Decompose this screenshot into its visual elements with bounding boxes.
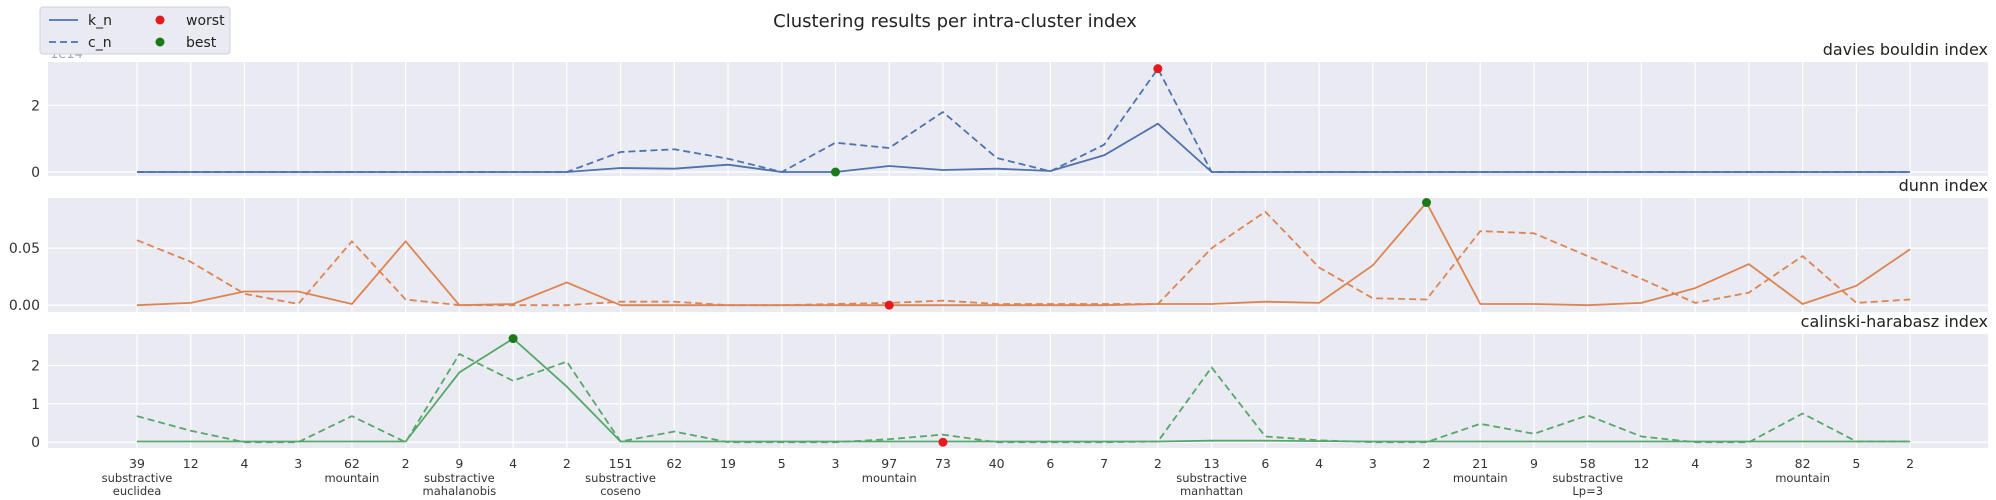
x-tick-label: 7 (1100, 456, 1108, 471)
x-tick-label: 9 (455, 456, 463, 471)
legend-label: k_n (88, 13, 112, 29)
x-tick-label: 62 (666, 456, 682, 471)
x-tick-label: 3 (294, 456, 302, 471)
legend-box (39, 6, 231, 55)
x-tick-label: 12 (183, 456, 199, 471)
y-tick-label: 0 (31, 165, 40, 181)
legend-label: worst (186, 13, 225, 29)
legend-label: best (186, 35, 217, 51)
x-tick-label: 2 (563, 456, 571, 471)
x-tick-label: 73 (935, 456, 951, 471)
legend-label: c_n (88, 35, 112, 51)
best-marker (508, 334, 518, 344)
legend-swatch-best (155, 37, 165, 47)
plot-area (48, 198, 1988, 312)
x-group-label: substractive (424, 471, 495, 485)
x-group-label: mountain (862, 471, 917, 485)
x-tick-label: 4 (509, 456, 517, 471)
x-group-label: substractive (1176, 471, 1247, 485)
best-marker (830, 167, 840, 177)
series-line-c_n (137, 67, 1911, 173)
series-line-k_n (136, 201, 1911, 307)
plot-area (48, 62, 1988, 176)
x-tick-label: 151 (609, 456, 633, 471)
x-group-label: euclidea (113, 484, 162, 498)
y-tick-label: 1 (31, 397, 40, 413)
x-tick-label: 82 (1795, 456, 1811, 471)
panel-0: 021e14davies bouldin index (31, 40, 1988, 181)
panel-1: 0.00 0.05 dunn index (9, 176, 1988, 314)
x-tick-label: 4 (1315, 456, 1323, 471)
x-group-label: Lp=3 (1572, 484, 1603, 498)
x-tick-label: 2 (1154, 456, 1162, 471)
x-tick-label: 39 (129, 456, 145, 471)
x-tick-label: 2 (402, 456, 410, 471)
x-tick-label: 12 (1633, 456, 1649, 471)
y-tick-label: 0.00 (9, 298, 40, 314)
panel-title: davies bouldin index (1823, 40, 1988, 59)
x-tick-label: 62 (344, 456, 360, 471)
x-axis: 39 12 4 3 62 2 9 4 2 151 62 19 5 3 97 73 40 6 7 2 13 6 4 3 2 21 9 5… (102, 456, 1914, 498)
x-group-label: mountain (1453, 471, 1508, 485)
panel-title: dunn index (1899, 176, 1988, 195)
x-group-label: substractive (102, 471, 173, 485)
y-tick-label: 2 (31, 98, 40, 114)
x-group-label: mahalanobis (423, 484, 497, 498)
x-group-label: coseno (600, 484, 641, 498)
panel-title: calinski-harabasz index (1801, 312, 1988, 331)
x-tick-label: 97 (881, 456, 897, 471)
x-tick-label: 13 (1204, 456, 1220, 471)
x-tick-label: 6 (1261, 456, 1269, 471)
x-tick-label: 40 (989, 456, 1005, 471)
x-tick-label: 4 (240, 456, 248, 471)
plot-area (48, 334, 1988, 448)
x-tick-label: 3 (832, 456, 840, 471)
x-group-label: substractive (1552, 471, 1623, 485)
x-tick-label: 3 (1369, 456, 1377, 471)
legend-swatch-worst (155, 15, 165, 25)
x-tick-label: 2 (1906, 456, 1914, 471)
x-group-label: mountain (324, 471, 379, 485)
legend: k_n c_n worst best (39, 6, 231, 55)
x-tick-label: 4 (1691, 456, 1699, 471)
series-line-c_n (136, 353, 1911, 444)
best-marker (1422, 198, 1432, 208)
x-tick-label: 21 (1472, 456, 1488, 471)
x-tick-label: 2 (1423, 456, 1431, 471)
x-tick-label: 58 (1580, 456, 1596, 471)
x-tick-label: 5 (778, 456, 786, 471)
x-group-label: substractive (585, 471, 656, 485)
worst-marker (884, 300, 894, 310)
panel-2: 0 1 2 calinski-harabasz index (31, 312, 1988, 451)
x-tick-label: 3 (1745, 456, 1753, 471)
x-tick-label: 9 (1530, 456, 1538, 471)
figure-title: Clustering results per intra-cluster ind… (773, 11, 1137, 32)
x-tick-label: 5 (1852, 456, 1860, 471)
y-tick-label: 0 (31, 435, 40, 451)
y-tick-label: 0.05 (9, 241, 40, 257)
series-line-c_n (136, 210, 1911, 307)
x-group-label: manhattan (1180, 484, 1243, 498)
x-tick-label: 6 (1046, 456, 1054, 471)
y-tick-label: 2 (31, 358, 40, 374)
worst-marker (938, 437, 948, 447)
x-group-label: mountain (1775, 471, 1830, 485)
worst-marker (1153, 64, 1163, 74)
x-tick-label: 19 (720, 456, 736, 471)
